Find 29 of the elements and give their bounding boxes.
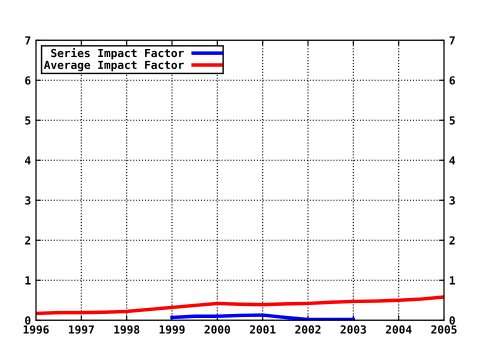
x-tick-label: 1996: [24, 325, 49, 334]
y-tick-label: 0: [25, 316, 30, 325]
y-tick-label: 2: [25, 236, 30, 244]
y-tick-label: 5: [25, 116, 30, 125]
y-tick-label: 3: [25, 196, 30, 205]
x-tick-label: 1997: [68, 325, 94, 334]
y2-tick-label: 6: [450, 76, 455, 85]
line-series: [36, 295, 444, 316]
x-tick-label: 2004: [386, 325, 412, 334]
x-tick-label: 1998: [114, 325, 140, 334]
y-tick-label: 6: [25, 76, 31, 85]
y2-tick-label: 2: [449, 236, 455, 244]
y-tick-label: 1: [25, 276, 31, 284]
y2-tick-label: 1: [450, 276, 456, 284]
y-tick-label: 7: [25, 36, 30, 44]
y2-tick-label: 4: [449, 156, 456, 164]
y2-tick-label: 3: [450, 196, 455, 205]
y2-tick-label: 5: [450, 116, 455, 125]
y2-tick-label: 7: [450, 36, 455, 44]
x-tick-label: 2002: [295, 325, 320, 334]
y2-tick-label: 0: [450, 316, 455, 325]
x-tick-label: 2000: [204, 325, 230, 334]
x-tick-label: 2005: [431, 325, 457, 334]
legend-label: Series Impact Factor: [51, 48, 184, 60]
x-tick-label: 1999: [160, 325, 185, 334]
x-tick-label: 2001: [250, 325, 276, 334]
legend-label: Average Impact Factor: [44, 60, 184, 72]
y-tick-label: 4: [25, 156, 31, 164]
x-tick-label: 2003: [340, 325, 366, 334]
